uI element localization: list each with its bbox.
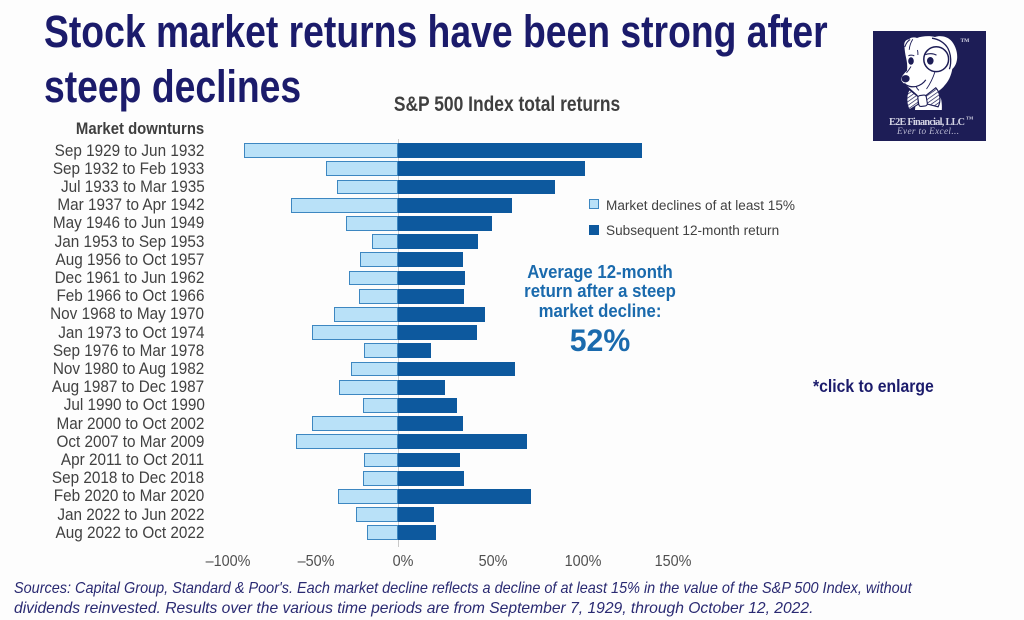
svg-text:TM: TM	[966, 116, 974, 121]
svg-text:E2E Financial, LLC: E2E Financial, LLC	[889, 117, 965, 128]
svg-text:Ever to Excel...: Ever to Excel...	[896, 126, 959, 136]
svg-text:TM: TM	[961, 38, 971, 44]
